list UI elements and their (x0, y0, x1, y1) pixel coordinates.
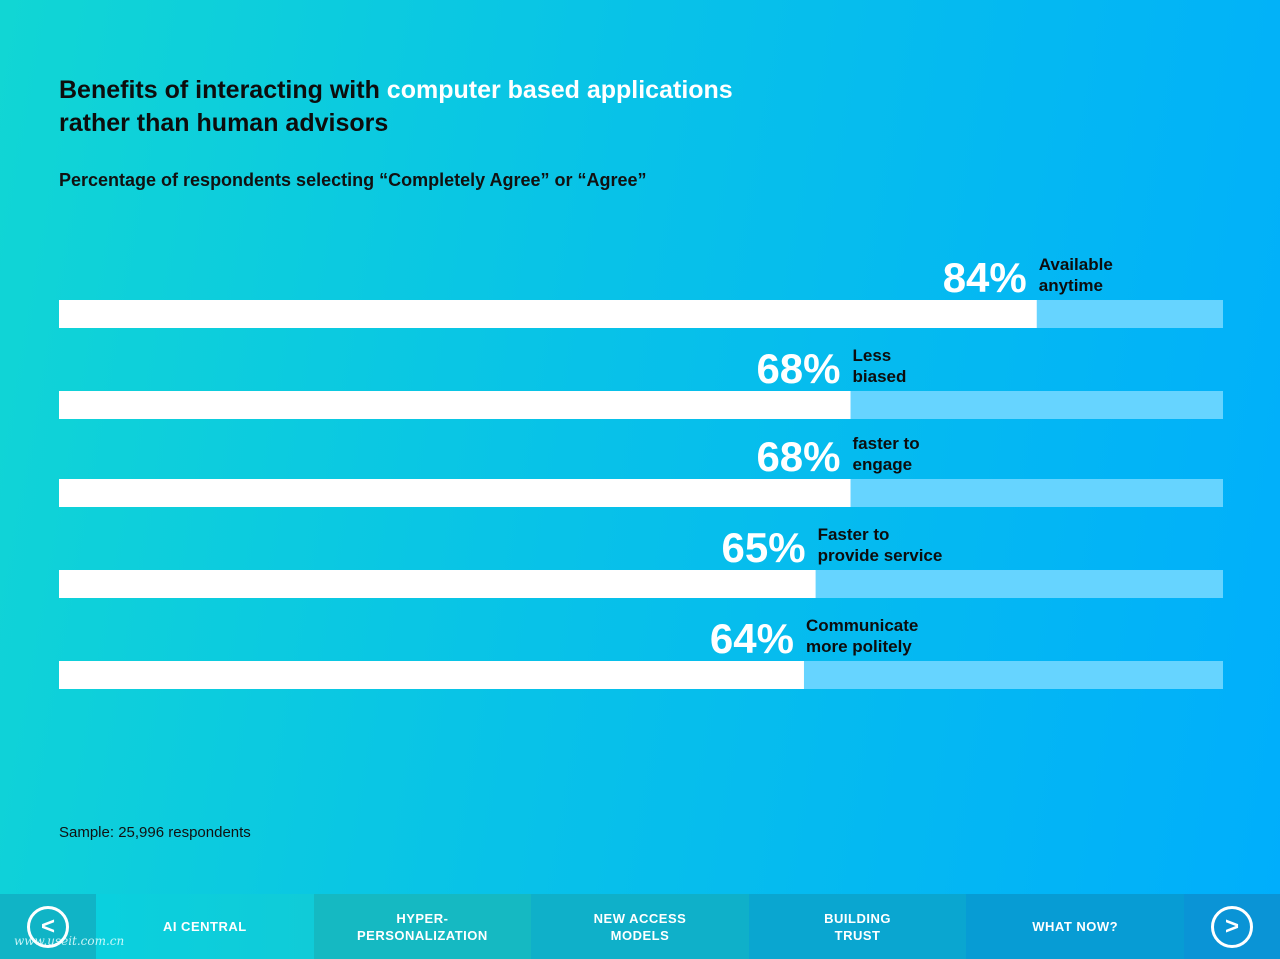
chart-subtitle: Percentage of respondents selecting “Com… (59, 170, 647, 190)
chevron-right-icon: > (1210, 905, 1253, 948)
category-label: Available (1039, 255, 1113, 274)
title-part1: Benefits of interacting with (59, 76, 387, 104)
category-label: Less (853, 346, 892, 365)
tab-ai-central[interactable]: AI CENTRAL (96, 894, 314, 959)
watermark: www.useit.com.cn (14, 934, 125, 948)
category-label: provide service (818, 546, 943, 565)
bar (59, 570, 816, 598)
tab-building-trust[interactable]: BUILDING TRUST (748, 894, 967, 959)
data-label: 68% (756, 345, 840, 392)
sample-note: Sample: 25,996 respondents (59, 824, 251, 841)
title-part2: rather than human advisors (59, 109, 389, 137)
title-highlight: computer based applications (386, 76, 733, 104)
bar (59, 391, 851, 419)
category-label: biased (853, 367, 907, 386)
bar (59, 661, 804, 689)
prev-button[interactable]: < (0, 894, 96, 959)
next-button[interactable]: > (1183, 894, 1280, 959)
data-label: 68% (756, 433, 840, 480)
data-label: 84% (943, 254, 1027, 301)
data-label: 65% (722, 524, 806, 571)
tab-hyper-personalization[interactable]: HYPER- PERSONALIZATION (313, 894, 532, 959)
chart-title: Benefits of interacting with computer ba… (59, 74, 733, 140)
bar (59, 479, 851, 507)
bar (59, 300, 1037, 328)
category-label: engage (853, 455, 913, 474)
category-label: anytime (1039, 276, 1103, 295)
chevron-left-icon: < (27, 905, 69, 948)
category-label: more politely (806, 637, 912, 656)
category-label: Faster to (818, 525, 890, 544)
category-label: Communicate (806, 616, 918, 635)
tab-new-access-models[interactable]: NEW ACCESS MODELS (531, 894, 749, 959)
tab-what-now[interactable]: WHAT NOW? (966, 894, 1184, 959)
bottom-navigation: < AI CENTRAL HYPER- PERSONALIZATION NEW … (0, 894, 1280, 959)
data-label: 64% (710, 615, 794, 662)
category-label: faster to (853, 434, 920, 453)
